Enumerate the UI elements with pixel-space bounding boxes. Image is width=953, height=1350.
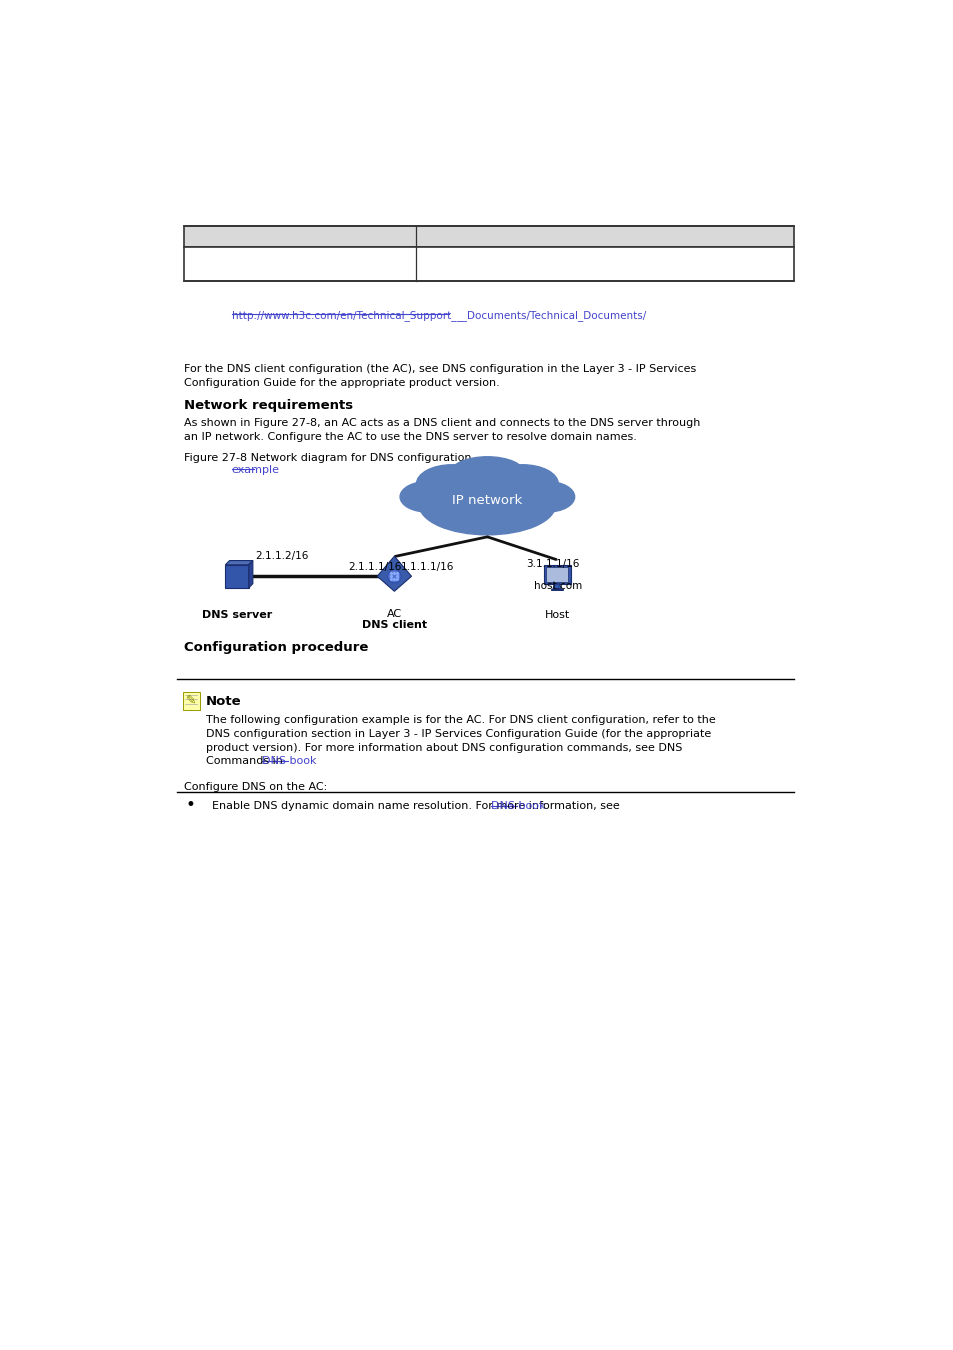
Ellipse shape: [399, 482, 455, 512]
Text: As shown in Figure 27-8, an AC acts as a DNS client and connects to the DNS serv: As shown in Figure 27-8, an AC acts as a…: [183, 417, 700, 428]
Text: Network requirements: Network requirements: [183, 400, 353, 412]
Ellipse shape: [519, 482, 574, 512]
Polygon shape: [249, 560, 253, 587]
Text: Note: Note: [206, 695, 241, 707]
Ellipse shape: [388, 570, 400, 583]
Text: ✎: ✎: [186, 694, 196, 707]
Text: DNS book: DNS book: [261, 756, 316, 767]
Text: 2.1.1.2/16: 2.1.1.2/16: [255, 551, 309, 560]
FancyBboxPatch shape: [545, 567, 568, 582]
Text: Configuration Guide for the appropriate product version.: Configuration Guide for the appropriate …: [183, 378, 498, 387]
Text: Configure DNS on the AC:: Configure DNS on the AC:: [183, 782, 327, 792]
FancyBboxPatch shape: [551, 589, 562, 590]
Text: http://www.h3c.com/en/Technical_Support___Documents/Technical_Documents/: http://www.h3c.com/en/Technical_Support_…: [232, 310, 645, 321]
FancyBboxPatch shape: [543, 564, 570, 585]
Text: AC: AC: [386, 609, 401, 618]
Text: DNS client: DNS client: [361, 620, 427, 630]
Text: DNS server: DNS server: [202, 610, 272, 620]
Polygon shape: [225, 560, 253, 564]
Text: Configuration procedure: Configuration procedure: [183, 641, 368, 653]
Ellipse shape: [450, 456, 524, 490]
Polygon shape: [376, 556, 411, 591]
Polygon shape: [553, 585, 560, 589]
Text: The following configuration example is for the AC. For DNS client configuration,: The following configuration example is f…: [206, 716, 715, 725]
Text: Host: Host: [544, 610, 569, 620]
Text: 3.1.1.1/16: 3.1.1.1/16: [525, 559, 578, 568]
Text: Enable DNS dynamic domain name resolution. For more information, see: Enable DNS dynamic domain name resolutio…: [212, 801, 619, 811]
Text: host.com: host.com: [534, 580, 581, 591]
Ellipse shape: [418, 475, 555, 535]
Text: Figure 27-8 Network diagram for DNS configuration: Figure 27-8 Network diagram for DNS conf…: [183, 454, 471, 463]
Text: IP network: IP network: [452, 494, 522, 508]
Ellipse shape: [487, 464, 558, 504]
Ellipse shape: [416, 464, 487, 504]
Text: DNS configuration section in Layer 3 - IP Services Configuration Guide (for the : DNS configuration section in Layer 3 - I…: [206, 729, 711, 738]
Text: Commands in: Commands in: [206, 756, 286, 767]
Text: an IP network. Configure the AC to use the DNS server to resolve domain names.: an IP network. Configure the AC to use t…: [183, 432, 636, 441]
Text: 2.1.1.1/16: 2.1.1.1/16: [348, 562, 401, 571]
FancyBboxPatch shape: [183, 247, 794, 281]
Text: DNS book: DNS book: [491, 801, 545, 811]
FancyBboxPatch shape: [183, 691, 199, 710]
Text: 1.1.1.1/16: 1.1.1.1/16: [400, 562, 454, 571]
FancyBboxPatch shape: [225, 564, 249, 587]
Text: example: example: [232, 464, 279, 475]
Text: product version). For more information about DNS configuration commands, see DNS: product version). For more information a…: [206, 743, 681, 752]
FancyBboxPatch shape: [183, 225, 794, 247]
Text: For the DNS client configuration (the AC), see DNS configuration in the Layer 3 : For the DNS client configuration (the AC…: [183, 363, 695, 374]
Text: •: •: [185, 795, 194, 814]
